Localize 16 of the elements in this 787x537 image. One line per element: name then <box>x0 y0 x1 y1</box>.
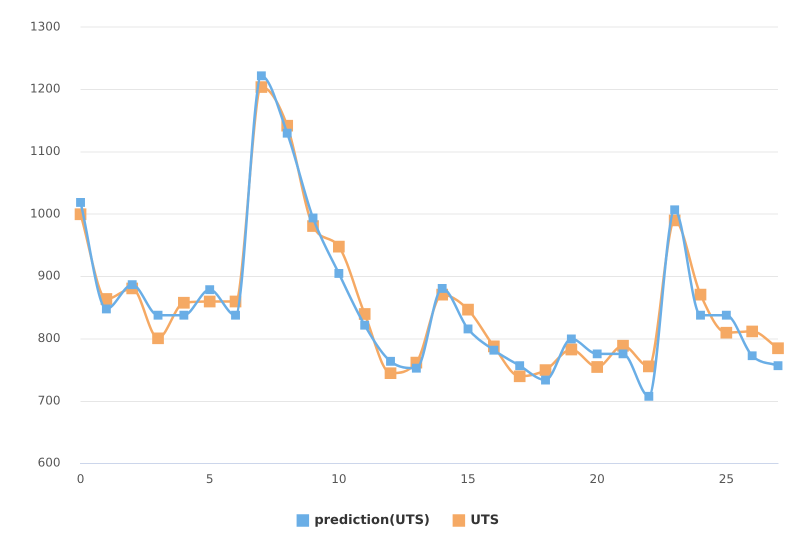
x-tick-label: 15 <box>460 472 476 486</box>
legend-label: prediction(UTS) <box>314 512 430 528</box>
y-tick-label: 900 <box>38 268 61 283</box>
x-tick-label: 0 <box>76 472 84 486</box>
y-tick-label: 600 <box>38 456 61 470</box>
y-tick-label: 1100 <box>30 144 61 158</box>
y-tick-label: 1000 <box>30 206 61 220</box>
x-tick-label: 5 <box>206 472 214 486</box>
y-tick-label: 700 <box>38 393 61 408</box>
y-tick-label: 1300 <box>30 19 61 34</box>
x-tick-label: 10 <box>331 472 346 486</box>
y-tick-label: 1200 <box>30 82 61 96</box>
x-tick-label: 25 <box>718 472 734 486</box>
y-tick-label: 800 <box>38 331 61 346</box>
x-tick-label: 20 <box>590 472 605 486</box>
legend-label: UTS <box>470 512 500 528</box>
